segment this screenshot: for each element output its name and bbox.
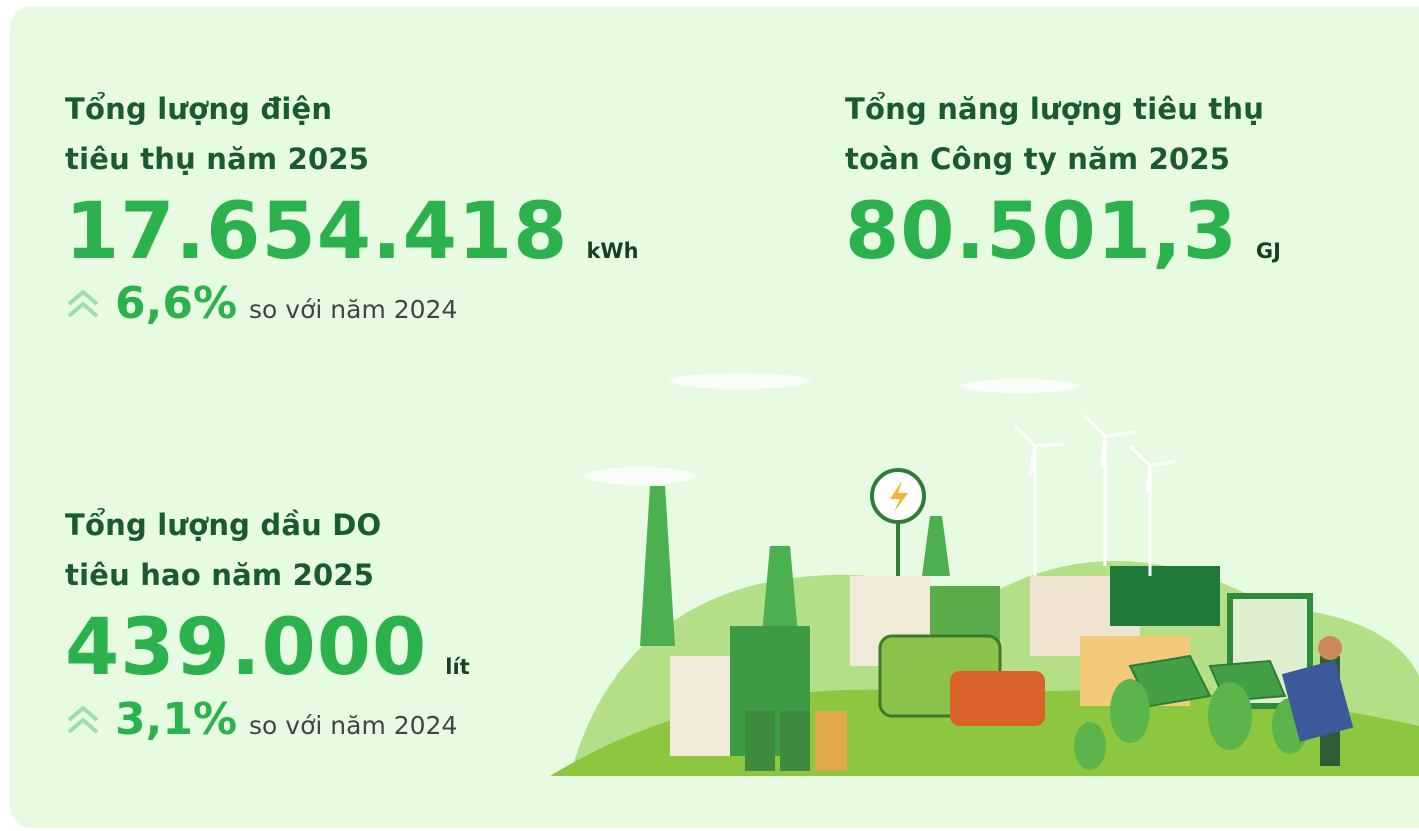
stat-title: Tổng lượng điện [65,84,639,134]
stat-title: tiêu thụ năm 2025 [65,134,639,184]
stat-change: 3,1% [115,694,237,745]
up-icon [65,286,101,322]
stat-change: 6,6% [115,278,237,329]
stat-unit: kWh [586,239,638,263]
stat-value: 80.501,3 [845,186,1238,278]
stat-unit: lít [445,655,469,679]
stat-title: tiêu hao năm 2025 [65,550,470,600]
stat-value: 17.654.418 [65,186,568,278]
value-row: 17.654.418 kWh [65,186,639,278]
value-row: 439.000 lít [65,602,470,694]
value-row: 80.501,3 GJ [845,186,1281,278]
stat-title: Tổng lượng dầu DO [65,500,470,550]
stat: Tổng lượng điện tiêu thụ năm 2025 17.654… [65,84,639,329]
stat-comparison: so với năm 2024 [249,295,457,324]
card: Tổng lượng điện tiêu thụ năm 2025 17.654… [10,6,1419,828]
stat-comparison: so với năm 2024 [249,711,457,740]
stat-title: Tổng năng lượng tiêu thụ [845,84,1281,134]
change-row: 6,6% so với năm 2024 [65,278,639,329]
up-icon [65,702,101,738]
stat-title: toàn Công ty năm 2025 [845,134,1281,184]
stat: Tổng lượng dầu DO tiêu hao năm 2025 439.… [65,500,470,745]
illustration [550,366,1419,776]
stat: Tổng năng lượng tiêu thụ toàn Công ty nă… [845,84,1281,278]
stat-value: 439.000 [65,602,427,694]
stat-unit: GJ [1256,239,1281,263]
change-row: 3,1% so với năm 2024 [65,694,470,745]
page: {"stats": [ {"title": ["Tổng lượng điện"… [0,0,1419,831]
